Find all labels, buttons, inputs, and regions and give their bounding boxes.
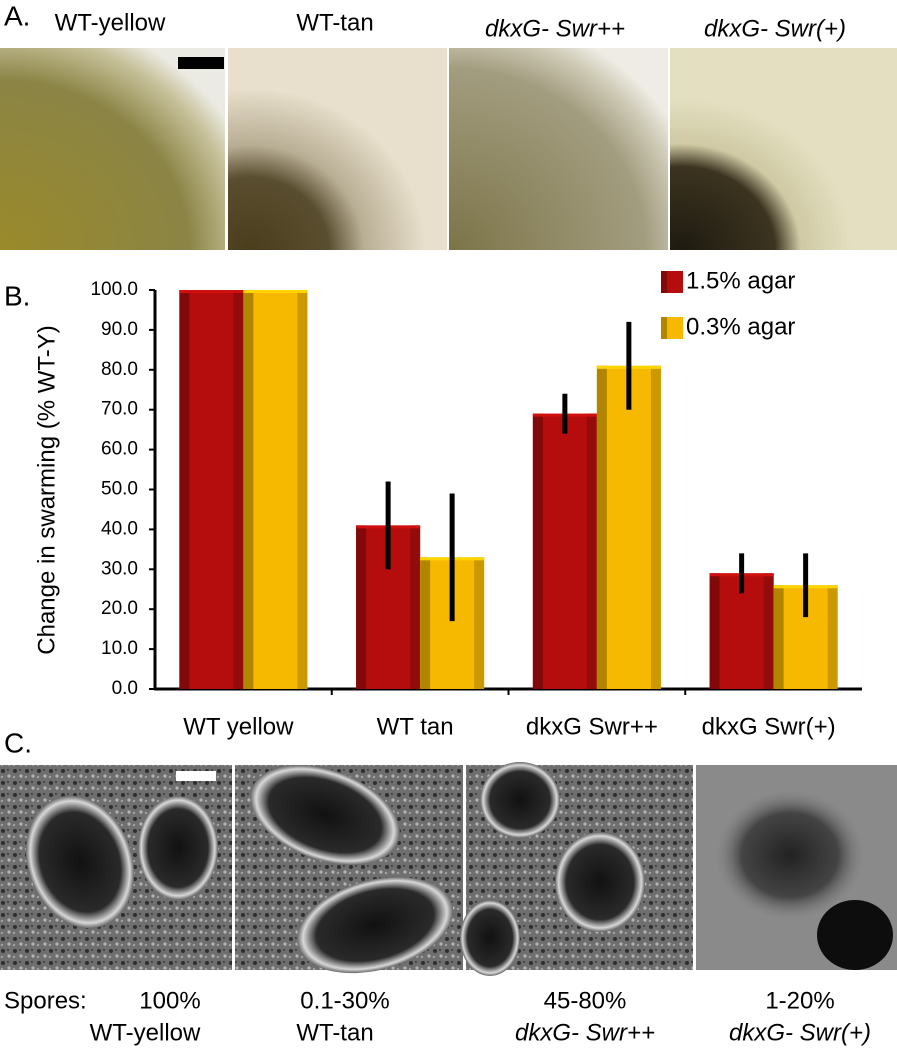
spore-body <box>25 795 135 929</box>
bar-bevel <box>773 585 784 689</box>
spores-label: Spores: <box>4 987 87 1014</box>
spore-body <box>296 876 454 974</box>
y-tick-label: 50.0 <box>101 479 138 500</box>
photo <box>0 48 225 250</box>
y-tick-label: 0.0 <box>112 678 138 699</box>
photo <box>449 48 668 250</box>
spore-body <box>138 796 218 900</box>
bar-bevel <box>650 365 661 689</box>
photo-title: WT-tan <box>296 9 373 36</box>
y-tick-label: 80.0 <box>101 359 138 380</box>
photo-title: dkxG- Swr++ <box>485 15 625 42</box>
spore-body <box>480 762 560 838</box>
strain-name: WT-tan <box>296 1019 373 1046</box>
bar-bevel <box>179 290 190 689</box>
panel-label: A. <box>4 0 30 31</box>
y-axis-title: Change in swarming (% WT-Y) <box>33 325 60 654</box>
bar-bevel <box>532 413 543 689</box>
y-tick-label: 100.0 <box>90 279 138 300</box>
bar-bevel <box>709 573 720 689</box>
bar-bevel <box>410 525 421 689</box>
spore-body <box>710 785 870 925</box>
spore-percent: 45-80% <box>544 987 627 1014</box>
bar-bevel <box>297 290 308 689</box>
photo <box>228 48 447 250</box>
y-tick-label: 30.0 <box>101 558 138 579</box>
x-tick-label: dkxG Swr++ <box>526 713 658 740</box>
legend-swatch-bevel <box>661 271 667 293</box>
bar-bevel <box>233 290 244 689</box>
photo-title: dkxG- Swr(+) <box>704 15 846 42</box>
spore-body <box>817 900 893 970</box>
y-tick-label: 90.0 <box>101 319 138 340</box>
spore-photos <box>0 762 897 976</box>
spore-body <box>460 900 520 976</box>
bar-chart: 0.0 10.0 20.0 30.0 40.0 50.0 60.0 70.0 80.0 90.0 1… <box>90 267 862 740</box>
photo-title: WT-yellow <box>55 9 166 36</box>
panel-label: B. <box>4 280 30 311</box>
y-tick-label: 40.0 <box>101 518 138 539</box>
bar-bevel <box>763 573 774 689</box>
bar-bevel <box>586 413 597 689</box>
y-tick-label: 10.0 <box>101 638 138 659</box>
scale-bar <box>178 57 224 69</box>
spore-percent: 100% <box>139 987 200 1014</box>
spore-percent: 0.1-30% <box>300 987 389 1014</box>
bar-bevel <box>827 585 838 689</box>
x-tick-label: WT yellow <box>183 713 294 740</box>
bar-bevel <box>243 290 308 293</box>
bar-bevel <box>179 290 244 293</box>
photo <box>670 48 897 250</box>
legend-label: 0.3% agar <box>686 313 795 340</box>
y-tick-label: 60.0 <box>101 439 138 460</box>
panel-label: C. <box>4 727 32 758</box>
x-tick-label: dkxG Swr(+) <box>702 713 836 740</box>
strain-name: dkxG- Swr(+) <box>729 1019 871 1046</box>
strain-name: WT-yellow <box>90 1019 201 1046</box>
x-tick-label: WT tan <box>377 713 454 740</box>
bar-bevel <box>596 365 607 689</box>
bar <box>596 365 661 689</box>
y-tick-label: 20.0 <box>101 598 138 619</box>
legend-swatch-bevel <box>661 317 667 339</box>
bar-bevel <box>243 290 254 689</box>
spore-body <box>555 832 645 932</box>
legend-label: 1.5% agar <box>686 267 795 294</box>
bar-bevel <box>356 525 367 689</box>
bar <box>243 290 308 689</box>
spore-percent: 1-20% <box>765 987 834 1014</box>
y-tick-label: 70.0 <box>101 399 138 420</box>
bar-bevel <box>420 557 431 689</box>
bar <box>179 290 244 689</box>
bar <box>532 413 597 689</box>
strain-name: dkxG- Swr++ <box>515 1019 655 1046</box>
spore-body <box>250 765 400 865</box>
bar-bevel <box>474 557 485 689</box>
scale-bar <box>176 771 216 781</box>
